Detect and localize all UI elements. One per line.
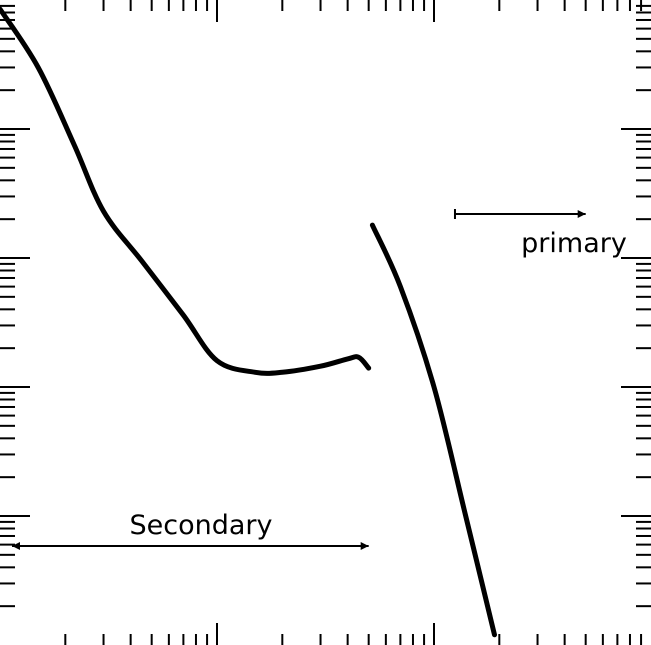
annotations: Secondary primary	[12, 209, 627, 550]
annotation-label-secondary: Secondary	[130, 510, 273, 541]
arrow-head	[360, 542, 369, 550]
curve-secondary	[0, 6, 372, 376]
curve-primary	[369, 222, 497, 638]
curves	[0, 6, 497, 638]
arrow-head	[577, 210, 586, 218]
annotation-label-primary: primary	[521, 228, 627, 259]
arrow-head	[12, 542, 20, 550]
